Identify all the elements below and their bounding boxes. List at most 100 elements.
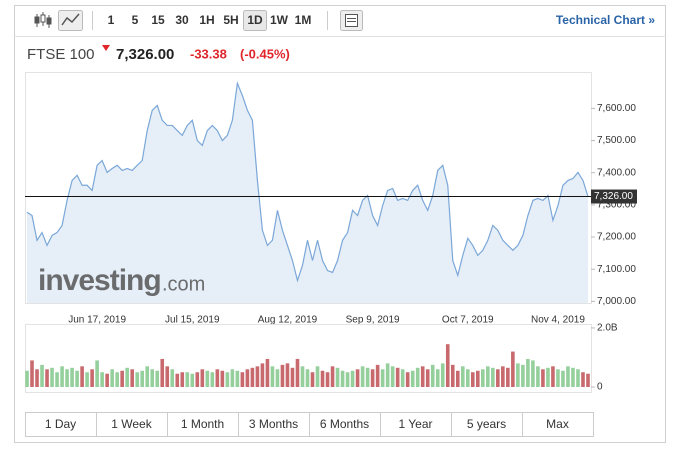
volume-bar (455, 370, 460, 387)
volume-bar (486, 366, 490, 387)
volume-bar (531, 360, 535, 387)
period-label[interactable]: 5 years (467, 417, 506, 431)
period-button[interactable] (451, 412, 523, 437)
period-label[interactable]: Max (546, 417, 569, 431)
volume-bar (50, 367, 54, 387)
volume-bar (460, 366, 465, 387)
volume-bar (125, 367, 129, 387)
x-tick-label: Oct 7, 2019 (442, 315, 494, 326)
volume-bar (325, 372, 330, 387)
instrument-name: FTSE 100 (27, 46, 95, 63)
period-button[interactable] (167, 412, 239, 437)
volume-bar (290, 367, 295, 387)
interval-button[interactable]: 5H (223, 13, 238, 27)
volume-bar (135, 372, 139, 387)
period-button[interactable] (238, 412, 310, 437)
period-button[interactable] (380, 412, 452, 437)
price-area (27, 83, 588, 303)
period-button[interactable] (522, 412, 594, 437)
volume-bar (185, 372, 190, 387)
volume-bar (265, 358, 270, 387)
period-button[interactable] (309, 412, 381, 437)
volume-bar (511, 351, 515, 387)
volume-bar (250, 367, 255, 387)
price-change: -33.38 (190, 46, 227, 61)
volume-bar (375, 364, 380, 387)
volume-bar (105, 373, 109, 387)
volume-bar (285, 363, 290, 387)
x-tick-label: Jun 17, 2019 (68, 315, 126, 326)
last-price-box (591, 189, 637, 204)
y-tick-label: 2.0B (597, 323, 618, 334)
volume-bar (340, 370, 345, 387)
period-label[interactable]: 1 Week (111, 417, 152, 431)
volume-bar (425, 369, 430, 387)
period-label[interactable]: 1 Month (181, 417, 224, 431)
interval-button[interactable]: 5 (132, 13, 139, 27)
volume-bar (305, 369, 310, 387)
volume-bar (190, 373, 195, 387)
volume-bar (491, 367, 495, 387)
volume-bar (75, 370, 79, 387)
volume-bar (465, 369, 470, 387)
y-tick-label: 0 (597, 382, 603, 393)
volume-bar (25, 370, 29, 387)
volume-bar (120, 370, 124, 387)
volume-bar (255, 366, 260, 387)
interval-selected (243, 10, 267, 31)
interval-button[interactable]: 15 (151, 13, 165, 27)
volume-bar (435, 369, 440, 387)
volume-bar (445, 344, 450, 387)
x-tick-label: Aug 12, 2019 (258, 315, 318, 326)
y-tick-label: 7,100.00 (597, 264, 636, 275)
volume-bar (280, 364, 285, 387)
volume-bar (300, 366, 305, 387)
period-label[interactable]: 1 Day (45, 417, 76, 431)
price-change-percent: (-0.45%) (240, 46, 290, 61)
volume-bar (90, 369, 94, 387)
volume-bar (380, 369, 385, 387)
watermark-suffix: .com (162, 273, 205, 295)
volume-bar (345, 372, 350, 387)
volume-bar (370, 369, 375, 387)
period-button[interactable] (96, 412, 168, 437)
volume-bar (270, 366, 275, 387)
interval-button[interactable]: 1 (108, 13, 115, 27)
volume-bar (195, 372, 200, 387)
area-icon[interactable] (58, 10, 83, 31)
interval-button[interactable]: 1D (247, 13, 263, 27)
volume-bar (140, 370, 145, 387)
volume-bar (245, 369, 250, 387)
interval-button[interactable]: 1W (270, 13, 289, 27)
volume-bar (571, 367, 575, 387)
volume-bar (85, 372, 89, 387)
volume-bar (30, 360, 34, 387)
interval-button[interactable]: 1M (295, 13, 312, 27)
volume-bar (330, 366, 335, 387)
volume-bar (385, 363, 390, 387)
volume-bar (100, 372, 104, 387)
volume-bar (506, 367, 510, 387)
volume-bar (516, 363, 520, 387)
period-label[interactable]: 3 Months (249, 417, 298, 431)
volume-bar (275, 369, 280, 387)
volume-bar (110, 369, 114, 387)
volume-bar (476, 370, 480, 387)
technical-chart-link[interactable]: Technical Chart » (556, 13, 655, 27)
candle-icon[interactable] (34, 12, 52, 28)
period-label[interactable]: 1 Year (398, 417, 432, 431)
x-tick-label: Jul 15, 2019 (165, 315, 220, 326)
volume-bar (80, 366, 84, 387)
down-arrow (102, 45, 110, 51)
volume-bar (400, 369, 405, 387)
volume-bar (60, 366, 64, 387)
table-icon[interactable] (340, 10, 363, 31)
interval-button[interactable]: 30 (175, 13, 189, 27)
volume-bar (115, 372, 119, 387)
period-label[interactable]: 6 Months (320, 417, 369, 431)
interval-button[interactable]: 1H (199, 13, 214, 27)
volume-bar (240, 372, 245, 387)
volume-bar (526, 358, 530, 387)
y-tick-label: 7,500.00 (597, 135, 636, 146)
volume-bar (180, 372, 185, 387)
